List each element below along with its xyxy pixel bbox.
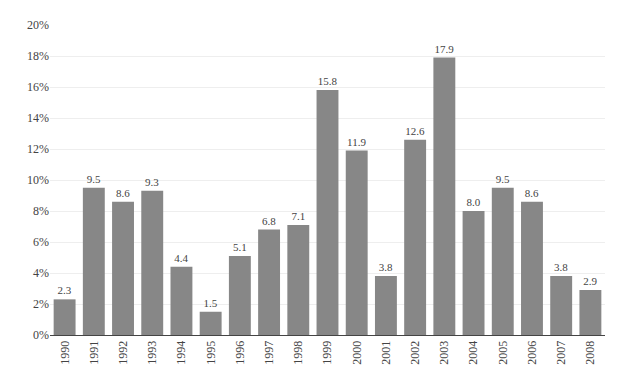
svg-text:1999: 1999: [320, 341, 334, 365]
svg-text:8.0: 8.0: [466, 196, 480, 208]
svg-text:9.5: 9.5: [496, 173, 510, 185]
svg-text:2005: 2005: [496, 341, 510, 365]
svg-text:1998: 1998: [291, 341, 305, 365]
svg-text:14%: 14%: [27, 111, 49, 125]
svg-text:2006: 2006: [525, 341, 539, 365]
svg-text:1995: 1995: [204, 341, 218, 365]
svg-text:2001: 2001: [379, 341, 393, 365]
svg-text:4%: 4%: [33, 266, 49, 280]
svg-text:1996: 1996: [233, 341, 247, 365]
svg-text:11.9: 11.9: [347, 136, 366, 148]
svg-text:4.4: 4.4: [174, 252, 188, 264]
svg-text:2003: 2003: [437, 341, 451, 365]
svg-text:18%: 18%: [27, 49, 49, 63]
svg-text:9.3: 9.3: [145, 176, 159, 188]
svg-text:3.8: 3.8: [554, 261, 568, 273]
svg-text:2004: 2004: [466, 341, 480, 365]
svg-text:1993: 1993: [145, 341, 159, 365]
svg-text:8%: 8%: [33, 204, 49, 218]
svg-text:1992: 1992: [116, 341, 130, 365]
svg-text:1994: 1994: [174, 341, 188, 365]
svg-text:15.8: 15.8: [318, 75, 338, 87]
svg-text:10%: 10%: [27, 173, 49, 187]
svg-text:12%: 12%: [27, 142, 49, 156]
svg-text:7.1: 7.1: [291, 210, 305, 222]
svg-text:2002: 2002: [408, 341, 422, 365]
svg-text:8.6: 8.6: [116, 187, 130, 199]
svg-text:1990: 1990: [58, 341, 72, 365]
svg-text:5.1: 5.1: [233, 241, 247, 253]
svg-text:2.9: 2.9: [583, 275, 597, 287]
svg-text:2000: 2000: [350, 341, 364, 365]
svg-text:1997: 1997: [262, 341, 276, 365]
svg-text:0%: 0%: [33, 328, 49, 342]
svg-text:2%: 2%: [33, 297, 49, 311]
svg-text:16%: 16%: [27, 80, 49, 94]
svg-text:2008: 2008: [583, 341, 597, 365]
svg-text:2.3: 2.3: [57, 284, 71, 296]
svg-text:6%: 6%: [33, 235, 49, 249]
svg-text:17.9: 17.9: [434, 43, 454, 55]
svg-text:8.6: 8.6: [525, 187, 539, 199]
svg-text:9.5: 9.5: [87, 173, 101, 185]
svg-text:2007: 2007: [554, 341, 568, 365]
svg-text:20%: 20%: [27, 18, 49, 32]
svg-text:6.8: 6.8: [262, 215, 276, 227]
svg-text:1991: 1991: [87, 341, 101, 365]
svg-text:12.6: 12.6: [405, 125, 425, 137]
svg-text:3.8: 3.8: [379, 261, 393, 273]
svg-text:1.5: 1.5: [204, 297, 218, 309]
